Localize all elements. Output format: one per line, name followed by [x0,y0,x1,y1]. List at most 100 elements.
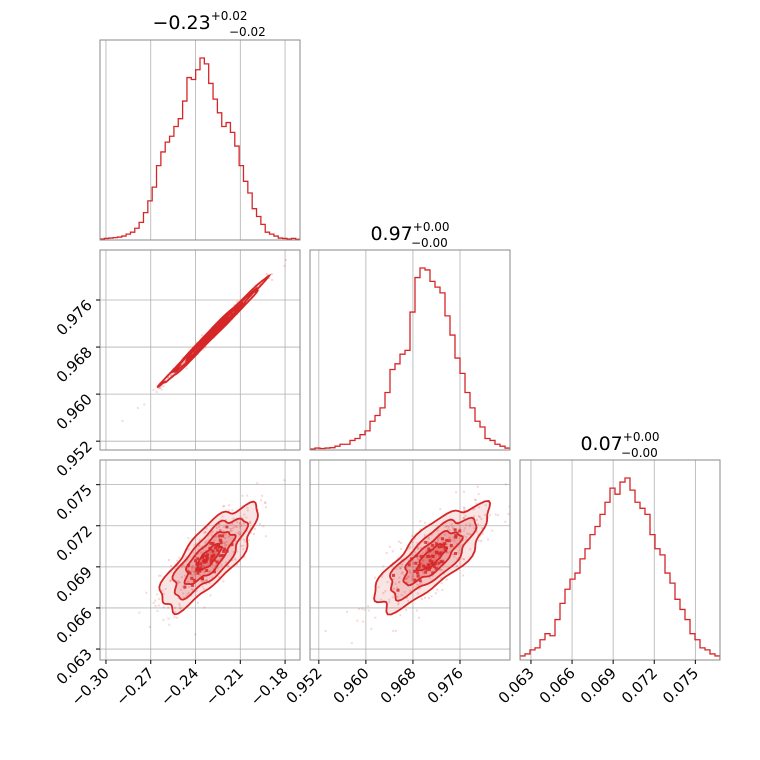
scatter-1-3-core-28 [230,543,234,547]
y-tick-label-3-2: 0.069 [53,563,96,606]
scatter-2-3-point-52 [411,577,414,580]
scatter-1-2-core-15 [203,340,207,344]
scatter-1-2-point-244 [136,406,139,409]
scatter-1-3-core-35 [209,558,213,562]
scatter-2-3-point-152 [404,577,407,580]
scatter-1-3-point-329 [242,548,245,551]
scatter-2-3-core-8 [418,579,422,583]
scatter-2-3-point-87 [384,590,387,593]
scatter-1-3-point-414 [187,548,190,551]
scatter-2-3-point-285 [407,575,410,578]
scatter-1-3-point-71 [222,530,225,533]
scatter-1-2-point-262 [185,367,188,370]
scatter-1-3-point-61 [219,528,222,531]
scatter-2-3-point-292 [426,565,429,568]
scatter-1-3-point-56 [187,537,190,540]
scatter-2-3-point-246 [507,512,510,515]
scatter-1-2-point-159 [155,390,158,393]
scatter-2-3-point-321 [476,485,479,488]
scatter-1-2-point-349 [244,298,247,301]
scatter-1-3-point-349 [197,601,200,604]
scatter-1-3-point-40 [234,558,237,561]
scatter-1-2-point-96 [167,376,170,379]
scatter-2-3-point-298 [404,577,407,580]
scatter-2-3-point-22 [473,527,476,530]
scatter-1-2-core-31 [240,301,244,305]
scatter-1-2-point-261 [235,301,238,304]
scatter-2-3-point-289 [441,588,444,591]
scatter-2-3-point-357 [420,598,423,601]
scatter-1-2-core-26 [207,334,211,338]
scatter-1-3-point-153 [217,558,220,561]
scatter-2-3-point-48 [442,549,445,552]
scatter-1-3-point-257 [217,566,220,569]
hist-2-steps [310,267,510,450]
scatter-1-2-point-302 [170,374,173,377]
scatter-2-3-core-54 [444,549,448,553]
scatter-2-3-point-376 [427,544,430,547]
scatter-2-3-point-253 [410,553,413,556]
scatter-1-3-point-32 [223,542,226,545]
scatter-1-3-point-39 [176,563,179,566]
scatter-2-3-core-44 [427,563,431,567]
scatter-2-3-point-230 [473,508,476,511]
scatter-1-3-point-189 [179,607,182,610]
scatter-1-3-point-107 [198,539,201,542]
scatter-1-3-point-96 [220,564,223,567]
scatter-2-3-point-339 [453,539,456,542]
scatter-2-3-point-150 [464,514,467,517]
scatter-2-3-point-162 [396,586,399,589]
scatter-1-3-point-388 [182,563,185,566]
scatter-1-3-core-25 [211,549,215,553]
scatter-1-3-point-171 [193,573,196,576]
scatter-1-3-point-337 [227,535,230,538]
scatter-2-3-core-15 [447,539,451,543]
y-tick-label-2-3: 0.976 [53,296,96,339]
scatter-2-3-core-52 [407,563,411,567]
scatter-2-3-point-45 [398,581,401,584]
scatter-2-3-point-348 [478,506,481,509]
scatter-1-3-point-282 [187,580,190,583]
scatter-1-2-point-218 [266,274,269,277]
scatter-1-2-core-51 [202,342,206,346]
y-tick-label-2-1: 0.960 [53,390,96,433]
scatter-2-3-core-40 [430,561,434,565]
title-minus-3: −0.00 [621,446,658,460]
scatter-1-3-core-17 [199,566,203,570]
scatter-2-3-point-96 [444,525,447,528]
scatter-1-3-point-370 [216,551,219,554]
scatter-2-3-point-181 [467,533,470,536]
scatter-2-3-point-35 [439,558,442,561]
scatter-2-3-point-267 [430,595,433,598]
scatter-1-3-point-76 [191,573,194,576]
scatter-2-3-point-401 [441,540,444,543]
scatter-1-3-point-236 [174,567,177,570]
scatter-1-3-core-23 [212,570,216,574]
scatter-2-3-core-43 [449,544,453,548]
scatter-1-3-point-110 [215,534,218,537]
scatter-1-3-point-369 [191,566,194,569]
scatter-1-3-point-165 [216,535,219,538]
scatter-1-2-point-146 [243,299,246,302]
scatter-2-3-point-5 [413,561,416,564]
scatter-1-3-point-394 [192,551,195,554]
hist-3-steps [520,477,720,660]
scatter-2-3-core-14 [445,538,449,542]
scatter-1-3-core-43 [187,564,191,568]
scatter-1-3-point-407 [262,525,265,528]
scatter-1-3-point-390 [234,525,237,528]
scatter-2-3-point-36 [419,562,422,565]
scatter-2-3-point-213 [463,509,466,512]
scatter-1-2-core-48 [225,315,229,319]
scatter-2-3-point-419 [405,567,408,570]
scatter-2-3-point-101 [391,550,394,553]
scatter-1-3-point-212 [156,609,159,612]
scatter-2-3-point-174 [452,536,455,539]
scatter-1-3-point-83 [208,545,211,548]
scatter-2-3-point-329 [452,528,455,531]
scatter-1-3-point-19 [239,522,242,525]
scatter-2-3-point-197 [475,502,478,505]
scatter-1-3-point-75 [247,539,250,542]
scatter-1-3-point-13 [181,585,184,588]
scatter-2-3-core-24 [425,567,429,571]
